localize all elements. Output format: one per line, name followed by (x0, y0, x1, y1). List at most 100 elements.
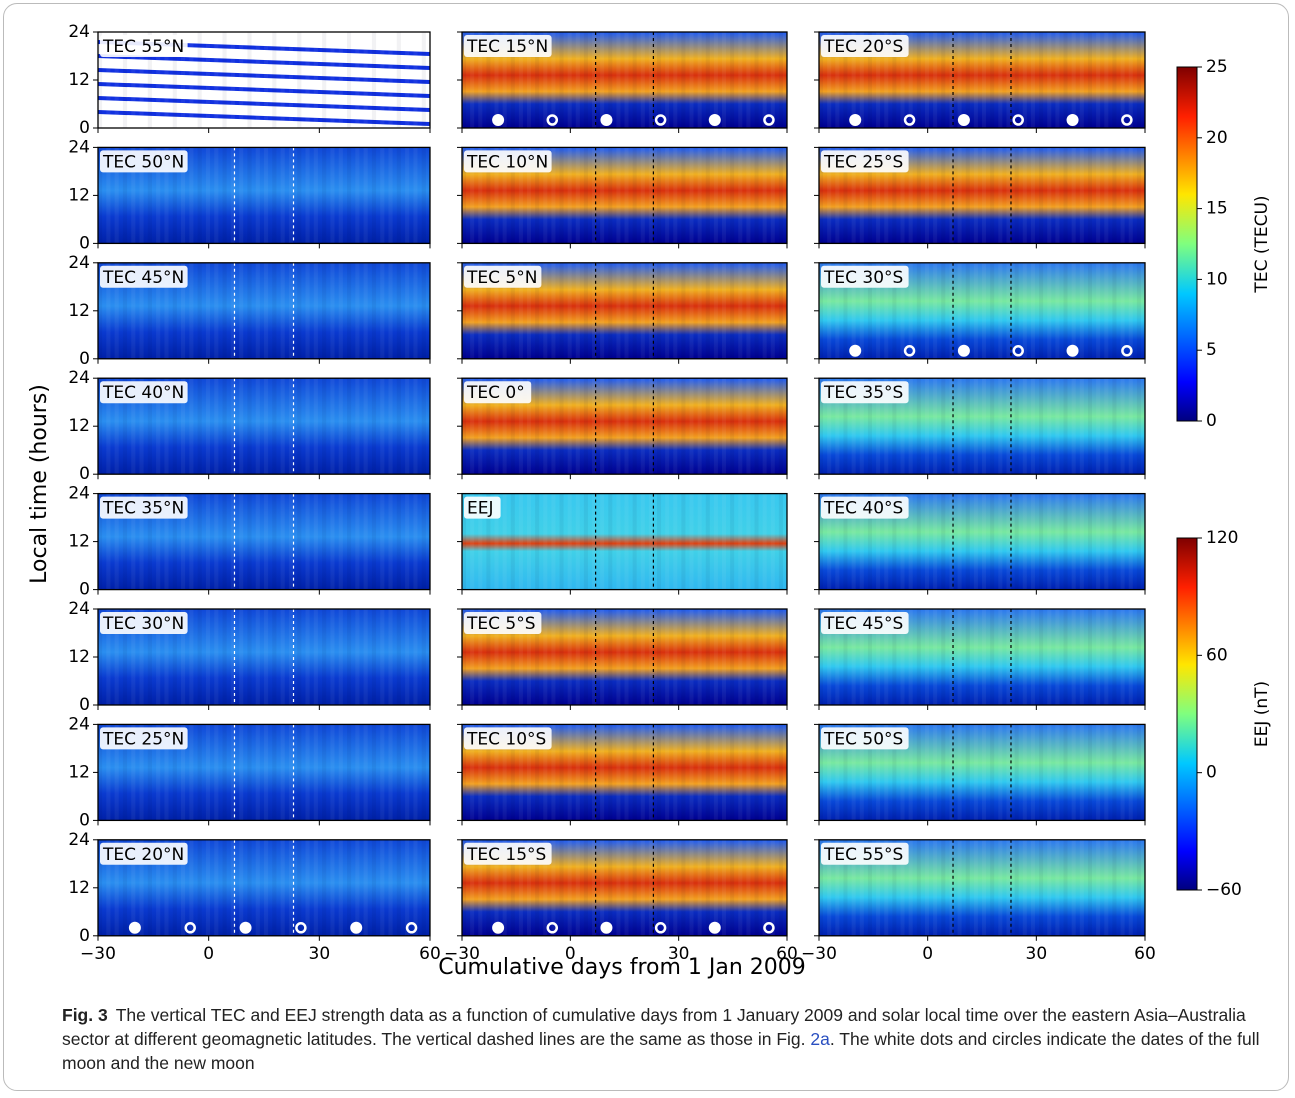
heatmap-texture (1022, 724, 1027, 821)
heatmap-texture (1022, 32, 1027, 128)
heatmap-texture (746, 609, 751, 705)
heatmap-texture (843, 493, 848, 590)
heatmap-texture (297, 724, 302, 821)
heatmap-texture (697, 609, 702, 705)
heatmap-texture (640, 32, 645, 128)
heatmap-texture (518, 839, 523, 936)
heatmap-texture (147, 262, 152, 359)
heatmap-texture (1120, 147, 1125, 244)
heatmap-texture (147, 839, 152, 936)
heatmap-texture (230, 609, 235, 705)
heatmap-texture (189, 32, 194, 128)
heatmap-texture (131, 378, 136, 475)
heatmap-texture (510, 147, 515, 244)
heatmap-texture (1006, 147, 1011, 244)
heatmap-texture (867, 493, 872, 590)
heatmap-texture (139, 609, 144, 705)
heatmap-texture (147, 724, 152, 821)
heatmap-texture (305, 724, 310, 821)
heatmap-texture (1071, 493, 1076, 590)
x-tick-label: 0 (203, 944, 214, 964)
heatmap-texture (156, 378, 161, 475)
heatmap-texture (527, 839, 532, 936)
heatmap-texture (1128, 724, 1133, 821)
heatmap-texture (722, 839, 727, 936)
heatmap-texture (1047, 32, 1052, 128)
heatmap-texture (575, 32, 580, 128)
full-moon (239, 921, 252, 934)
panel-label: TEC 50°S (823, 729, 903, 749)
heatmap-texture (272, 262, 277, 359)
heatmap-texture (616, 839, 621, 936)
heatmap-texture (510, 493, 515, 590)
heatmap-texture (189, 724, 194, 821)
heatmap-texture (924, 147, 930, 244)
heatmap-texture (973, 609, 978, 705)
heatmap-texture (535, 262, 540, 359)
heatmap-texture (363, 147, 368, 244)
heatmap-texture (1079, 839, 1084, 936)
heatmap-texture (859, 839, 864, 936)
heatmap-texture (908, 378, 913, 475)
heatmap-texture (239, 262, 244, 359)
heatmap-texture (998, 493, 1003, 590)
heatmap-texture (648, 839, 653, 936)
heatmap-texture (575, 724, 580, 821)
figure-link[interactable]: 2a (810, 1029, 830, 1049)
heatmap-texture (762, 262, 767, 359)
heatmap-texture (214, 724, 219, 821)
heatmap-texture (502, 32, 507, 128)
heatmap-texture (819, 262, 824, 359)
heatmap-texture (583, 609, 588, 705)
heatmap-texture (280, 32, 285, 128)
heatmap-texture (916, 262, 921, 359)
heatmap-texture (106, 493, 111, 590)
heatmap-texture (1063, 493, 1068, 590)
heatmap-texture (559, 378, 564, 475)
heatmap-texture (770, 839, 775, 936)
heatmap-texture (139, 378, 144, 475)
heatmap-texture (851, 839, 856, 936)
colorbar-tick-label: −60 (1206, 880, 1242, 900)
heatmap-texture (122, 609, 128, 705)
y-tick-label: 0 (79, 233, 90, 253)
heatmap-texture (164, 493, 169, 590)
panel: TEC 45°S (814, 608, 1146, 710)
heatmap-texture (305, 839, 310, 936)
heatmap-texture (990, 147, 995, 244)
heatmap-texture (941, 839, 946, 936)
heatmap-texture (900, 839, 905, 936)
heatmap-texture (494, 609, 499, 705)
panel: TEC 10°N (457, 146, 788, 249)
heatmap-texture (305, 262, 310, 359)
heatmap-texture (1096, 609, 1101, 705)
heatmap-texture (255, 378, 260, 475)
new-moon (295, 922, 307, 934)
heatmap-texture (982, 724, 987, 821)
heatmap-texture (1128, 839, 1133, 936)
heatmap-texture (738, 724, 743, 821)
heatmap-texture (510, 378, 515, 475)
heatmap-texture (738, 32, 743, 128)
heatmap-texture (272, 32, 277, 128)
heatmap-texture (494, 839, 499, 936)
heatmap-texture (1128, 609, 1133, 705)
heatmap-texture (355, 493, 360, 590)
heatmap-texture (172, 493, 177, 590)
heatmap-texture (264, 839, 269, 936)
new-moon (654, 114, 667, 126)
heatmap-texture (998, 262, 1003, 359)
heatmap-texture (355, 262, 360, 359)
heatmap-texture (973, 724, 978, 821)
heatmap-texture (616, 724, 621, 821)
heatmap-texture (502, 839, 507, 936)
colorbar-tick-label: 25 (1206, 57, 1228, 77)
heatmap-texture (264, 493, 269, 590)
heatmap-texture (843, 147, 848, 244)
heatmap-texture (355, 609, 360, 705)
heatmap-texture (172, 147, 177, 244)
panel-label: TEC 40°N (102, 383, 184, 403)
heatmap-texture (941, 32, 946, 128)
heatmap-texture (280, 493, 285, 590)
heatmap-texture (1112, 32, 1117, 128)
